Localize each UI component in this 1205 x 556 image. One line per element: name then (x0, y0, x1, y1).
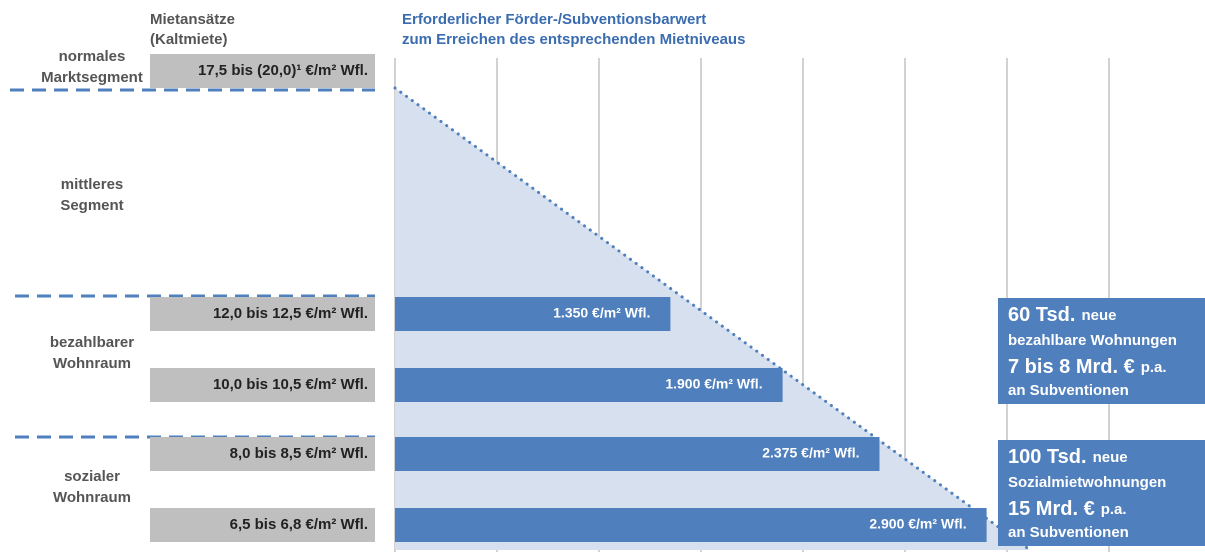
value-label: 2.900 €/m² Wfl. (869, 516, 966, 532)
segment-label: Segment (60, 197, 123, 214)
left-header: Mietansätze (150, 11, 235, 28)
note-line: Sozialmietwohnungen (1008, 474, 1166, 491)
note-box (998, 298, 1205, 404)
note-line: 100 Tsd. neue (1008, 446, 1128, 468)
note-line: bezahlbare Wohnungen (1008, 332, 1177, 349)
category-label: 17,5 bis (20,0)¹ €/m² Wfl. (198, 62, 368, 79)
category-box (150, 437, 375, 471)
note-text: p.a. (1141, 359, 1167, 376)
note-text: p.a. (1101, 501, 1127, 518)
note-line: an Subventionen (1008, 382, 1129, 399)
bar (395, 437, 880, 471)
trend-line (393, 86, 1032, 552)
segment-label: normales (59, 48, 126, 65)
category-label: 12,0 bis 12,5 €/m² Wfl. (213, 305, 368, 322)
note-text: 15 Mrd. € (1008, 498, 1095, 520)
segment-label: Marktsegment (41, 69, 143, 86)
note-text: an Subventionen (1008, 524, 1129, 541)
note-text: neue (1093, 449, 1128, 466)
note-text: 100 Tsd. (1008, 446, 1087, 468)
note-text: 7 bis 8 Mrd. € (1008, 356, 1135, 378)
note-box (998, 440, 1205, 546)
segment-label: Wohnraum (53, 355, 131, 372)
category-label: 8,0 bis 8,5 €/m² Wfl. (230, 445, 368, 462)
note-text: Sozialmietwohnungen (1008, 474, 1166, 491)
segment-label: mittleres (61, 176, 124, 193)
value-label: 1.350 €/m² Wfl. (553, 305, 650, 321)
value-label: 1.900 €/m² Wfl. (665, 376, 762, 392)
category-label: 10,0 bis 10,5 €/m² Wfl. (213, 376, 368, 393)
bar (395, 368, 783, 402)
category-box (150, 297, 375, 331)
category-box (150, 368, 375, 402)
segment-label: Wohnraum (53, 489, 131, 506)
note-text: 60 Tsd. (1008, 304, 1075, 326)
category-box (150, 508, 375, 542)
note-line: 60 Tsd. neue (1008, 304, 1116, 326)
note-text: neue (1081, 307, 1116, 324)
segment-label: sozialer (64, 468, 120, 485)
note-text: bezahlbare Wohnungen (1008, 332, 1177, 349)
right-header: Erforderlicher Förder-/Subventionsbarwer… (402, 11, 706, 28)
note-text: an Subventionen (1008, 382, 1129, 399)
note-line: 7 bis 8 Mrd. € p.a. (1008, 356, 1167, 378)
note-line: 15 Mrd. € p.a. (1008, 498, 1127, 520)
bar (395, 297, 671, 331)
note-line: an Subventionen (1008, 524, 1129, 541)
segment-label: bezahlbarer (50, 334, 134, 351)
category-box (150, 54, 375, 88)
bar (395, 508, 987, 542)
value-label: 2.375 €/m² Wfl. (762, 445, 859, 461)
right-header: zum Erreichen des entsprechenden Mietniv… (402, 31, 745, 48)
category-label: 6,5 bis 6,8 €/m² Wfl. (230, 516, 368, 533)
left-header: (Kaltmiete) (150, 31, 228, 48)
